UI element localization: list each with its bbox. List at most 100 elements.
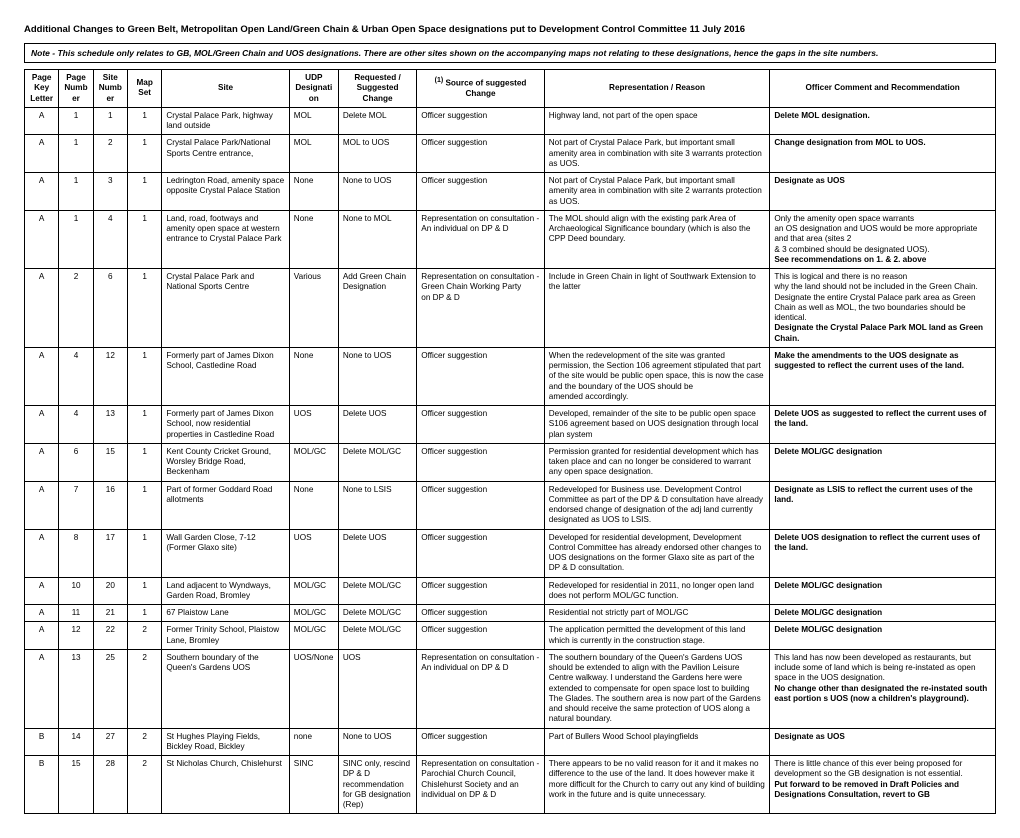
col-header-mset: Map Set xyxy=(127,70,161,108)
cell-mset: 2 xyxy=(127,728,161,756)
cell-udp: None xyxy=(289,347,338,405)
cell-mset: 1 xyxy=(127,406,161,444)
cell-src: Officer suggestion xyxy=(417,728,544,756)
col-header-snum: Site Number xyxy=(93,70,127,108)
cell-site: Land adjacent to Wyndways, Garden Road, … xyxy=(162,577,289,605)
cell-pnum: 7 xyxy=(59,481,93,529)
col-header-site: Site xyxy=(162,70,289,108)
cell-site: Ledrington Road, amenity space opposite … xyxy=(162,173,289,211)
cell-pnum: 4 xyxy=(59,347,93,405)
cell-udp: MOL xyxy=(289,107,338,135)
cell-rep: When the redevelopment of the site was g… xyxy=(544,347,770,405)
cell-mset: 2 xyxy=(127,756,161,814)
cell-mset: 1 xyxy=(127,135,161,173)
cell-snum: 16 xyxy=(93,481,127,529)
cell-snum: 17 xyxy=(93,529,127,577)
table-row: A8171Wall Garden Close, 7-12 (Former Gla… xyxy=(25,529,996,577)
cell-off: This land has now been developed as rest… xyxy=(770,649,996,728)
cell-key: A xyxy=(25,605,59,622)
cell-rep: Not part of Crystal Palace Park, but imp… xyxy=(544,173,770,211)
cell-off: This is logical and there is no reasonwh… xyxy=(770,269,996,348)
cell-req: None to UOS xyxy=(338,347,416,405)
cell-rep: Not part of Crystal Palace Park, but imp… xyxy=(544,135,770,173)
cell-udp: None xyxy=(289,210,338,268)
cell-src: Officer suggestion xyxy=(417,577,544,605)
table-row: A4131Formerly part of James Dixon School… xyxy=(25,406,996,444)
cell-src: Officer suggestion xyxy=(417,622,544,650)
cell-udp: SINC xyxy=(289,756,338,814)
cell-req: Delete MOL/GC xyxy=(338,622,416,650)
cell-site: Kent County Cricket Ground, Worsley Brid… xyxy=(162,443,289,481)
table-row: B15282St Nicholas Church, ChislehurstSIN… xyxy=(25,756,996,814)
cell-udp: MOL/GC xyxy=(289,577,338,605)
cell-mset: 1 xyxy=(127,577,161,605)
cell-src: Representation on consultation - An indi… xyxy=(417,210,544,268)
cell-udp: None xyxy=(289,173,338,211)
table-row: B14272St Hughes Playing Fields, Bickley … xyxy=(25,728,996,756)
cell-src: Officer suggestion xyxy=(417,406,544,444)
cell-src: Officer suggestion xyxy=(417,107,544,135)
cell-snum: 15 xyxy=(93,443,127,481)
cell-pnum: 1 xyxy=(59,107,93,135)
table-row: A111Crystal Palace Park, highway land ou… xyxy=(25,107,996,135)
cell-site: Part of former Goddard Road allotments xyxy=(162,481,289,529)
col-header-rep: Representation / Reason xyxy=(544,70,770,108)
cell-mset: 1 xyxy=(127,107,161,135)
document-note: Note - This schedule only relates to GB,… xyxy=(24,43,996,63)
cell-mset: 1 xyxy=(127,173,161,211)
cell-key: A xyxy=(25,622,59,650)
cell-src: Officer suggestion xyxy=(417,443,544,481)
cell-off: Make the amendments to the UOS designate… xyxy=(770,347,996,405)
cell-udp: MOL/GC xyxy=(289,443,338,481)
cell-rep: Highway land, not part of the open space xyxy=(544,107,770,135)
cell-req: SINC only, rescind DP & D recommendation… xyxy=(338,756,416,814)
cell-udp: None xyxy=(289,481,338,529)
cell-snum: 2 xyxy=(93,135,127,173)
cell-pnum: 1 xyxy=(59,135,93,173)
cell-off: Change designation from MOL to UOS. xyxy=(770,135,996,173)
cell-off: Delete MOL/GC designation xyxy=(770,622,996,650)
cell-site: 67 Plaistow Lane xyxy=(162,605,289,622)
cell-key: A xyxy=(25,481,59,529)
cell-udp: Various xyxy=(289,269,338,348)
cell-req: None to UOS xyxy=(338,173,416,211)
cell-rep: Residential not strictly part of MOL/GC xyxy=(544,605,770,622)
table-row: A261Crystal Palace Park and National Spo… xyxy=(25,269,996,348)
cell-mset: 1 xyxy=(127,605,161,622)
cell-site: Wall Garden Close, 7-12 (Former Glaxo si… xyxy=(162,529,289,577)
cell-site: Formerly part of James Dixon School, now… xyxy=(162,406,289,444)
cell-site: Land, road, footways and amenity open sp… xyxy=(162,210,289,268)
cell-req: Delete MOL/GC xyxy=(338,577,416,605)
cell-rep: The application permitted the developmen… xyxy=(544,622,770,650)
cell-req: Delete UOS xyxy=(338,529,416,577)
cell-mset: 2 xyxy=(127,649,161,728)
cell-udp: MOL/GC xyxy=(289,622,338,650)
cell-req: Add Green Chain Designation xyxy=(338,269,416,348)
cell-req: Delete MOL/GC xyxy=(338,605,416,622)
col-header-off: Officer Comment and Recommendation xyxy=(770,70,996,108)
cell-req: None to MOL xyxy=(338,210,416,268)
cell-pnum: 10 xyxy=(59,577,93,605)
cell-pnum: 2 xyxy=(59,269,93,348)
cell-site: St Nicholas Church, Chislehurst xyxy=(162,756,289,814)
cell-pnum: 13 xyxy=(59,649,93,728)
cell-pnum: 12 xyxy=(59,622,93,650)
cell-off: Delete MOL/GC designation xyxy=(770,577,996,605)
cell-snum: 3 xyxy=(93,173,127,211)
cell-pnum: 1 xyxy=(59,173,93,211)
cell-src: Officer suggestion xyxy=(417,173,544,211)
cell-mset: 1 xyxy=(127,269,161,348)
cell-key: B xyxy=(25,728,59,756)
cell-key: B xyxy=(25,756,59,814)
cell-key: A xyxy=(25,107,59,135)
table-header-row: Page Key Letter Page Number Site Number … xyxy=(25,70,996,108)
changes-table: Page Key Letter Page Number Site Number … xyxy=(24,69,996,814)
table-row: A131Ledrington Road, amenity space oppos… xyxy=(25,173,996,211)
cell-rep: Developed, remainder of the site to be p… xyxy=(544,406,770,444)
cell-off: Delete MOL/GC designation xyxy=(770,605,996,622)
cell-key: A xyxy=(25,406,59,444)
cell-rep: Include in Green Chain in light of South… xyxy=(544,269,770,348)
cell-off: Designate as UOS xyxy=(770,728,996,756)
cell-src: Representation on consultation - Green C… xyxy=(417,269,544,348)
cell-src: Officer suggestion xyxy=(417,529,544,577)
